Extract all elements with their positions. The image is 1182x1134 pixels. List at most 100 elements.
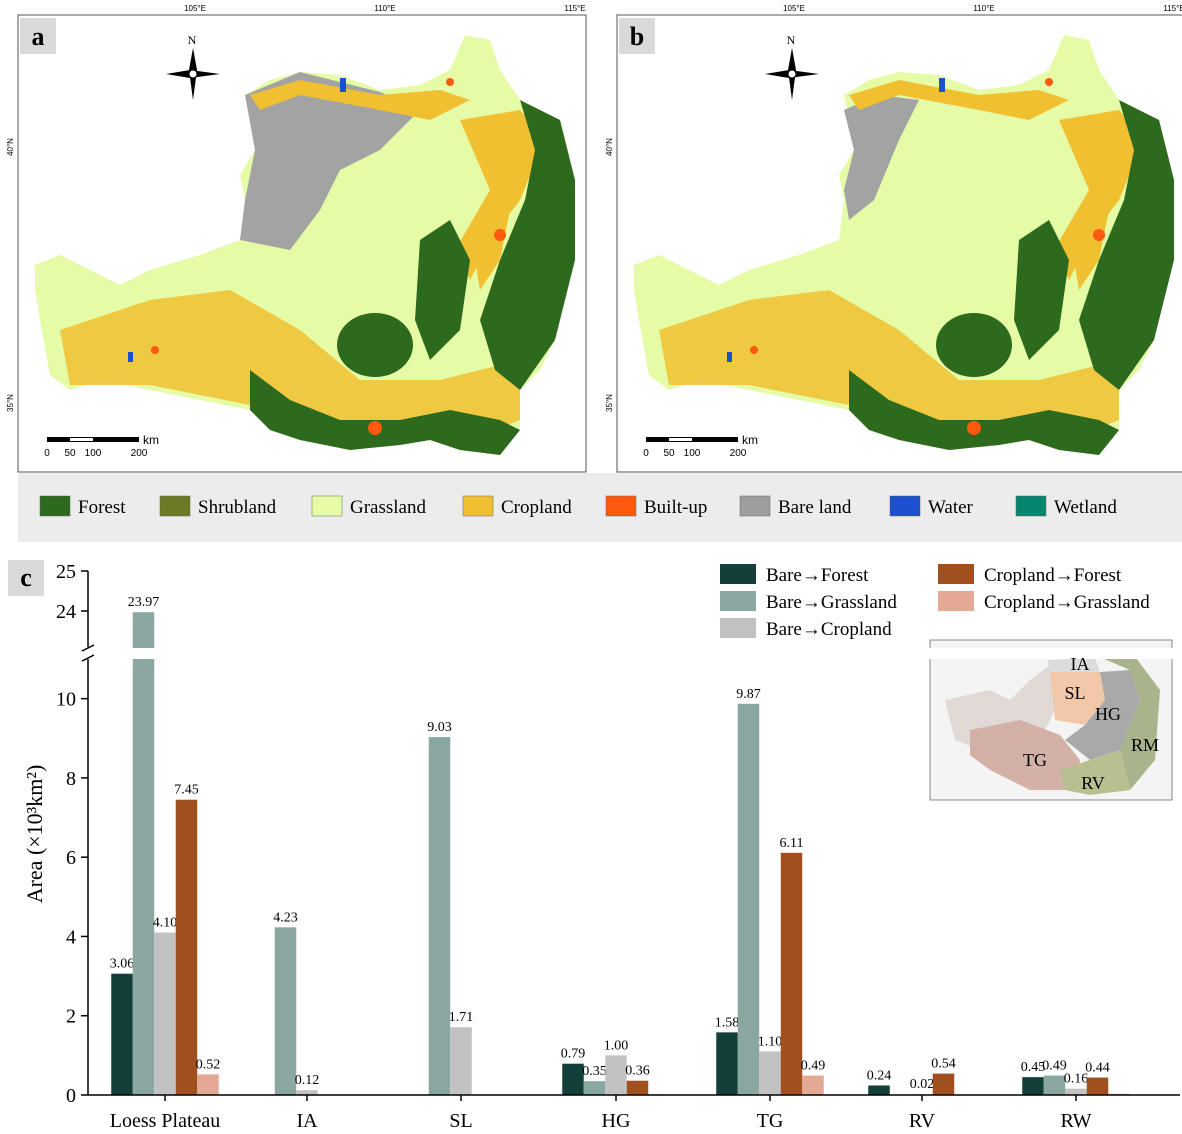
bar xyxy=(1022,1077,1044,1095)
map-panel: aN105°E110°E115°E40°N35°N050100200km xyxy=(6,4,586,472)
legend-swatch xyxy=(160,496,190,516)
legend-swatch xyxy=(938,564,974,584)
bar xyxy=(133,612,155,1095)
legend-swatch xyxy=(1016,496,1046,516)
bar xyxy=(197,1074,219,1095)
bar xyxy=(111,974,133,1095)
scale-label: 50 xyxy=(64,448,76,459)
value-label: 4.23 xyxy=(273,910,298,925)
bar xyxy=(584,1081,606,1095)
value-label: 9.87 xyxy=(736,687,761,702)
legend-background xyxy=(18,473,1182,542)
built-up xyxy=(1093,229,1105,241)
panel-label: c xyxy=(20,563,32,592)
built-up xyxy=(1045,78,1053,86)
built-up xyxy=(368,421,382,435)
legend-label: Forest xyxy=(78,497,126,518)
x-tick-label: Loess Plateau xyxy=(110,1110,221,1132)
latitude-label: 35°N xyxy=(605,394,614,412)
value-label: 0.79 xyxy=(561,1047,586,1062)
scale-unit: km xyxy=(143,433,159,447)
legend-label: Bare→Cropland xyxy=(766,619,892,640)
x-tick-label: TG xyxy=(757,1110,784,1132)
bar xyxy=(429,737,451,1095)
y-tick-label: 6 xyxy=(66,847,76,869)
x-tick-label: SL xyxy=(449,1110,472,1132)
legend-label: Bare→Forest xyxy=(766,565,869,586)
scale-bar xyxy=(47,437,139,442)
legend-swatch xyxy=(463,496,493,516)
value-label: 3.06 xyxy=(110,957,135,972)
bar xyxy=(275,927,297,1095)
y-tick-label: 24 xyxy=(56,601,76,623)
built-up xyxy=(750,346,758,354)
value-label: 1.58 xyxy=(715,1015,740,1030)
x-tick-label: RV xyxy=(909,1110,936,1132)
legend-label: Cropland→Grassland xyxy=(984,592,1150,613)
value-label: 7.45 xyxy=(174,783,199,798)
water xyxy=(727,352,732,362)
legend-swatch xyxy=(890,496,920,516)
built-up xyxy=(967,421,981,435)
latitude-label: 40°N xyxy=(6,138,15,156)
bar xyxy=(868,1085,890,1095)
value-label: 6.11 xyxy=(780,836,804,851)
bar xyxy=(450,1027,472,1095)
legend-swatch xyxy=(720,618,756,638)
north-label: N xyxy=(188,33,197,47)
y-tick-label: 10 xyxy=(56,689,76,711)
value-label: 0.24 xyxy=(867,1068,892,1083)
x-tick-label: HG xyxy=(602,1110,631,1132)
y-tick-label: 4 xyxy=(66,926,76,948)
legend-swatch xyxy=(740,496,770,516)
bar xyxy=(716,1032,738,1095)
water xyxy=(340,78,346,92)
bar xyxy=(154,932,176,1095)
legend-label: Cropland→Forest xyxy=(984,565,1122,586)
bar xyxy=(781,853,803,1095)
panel-label: b xyxy=(630,22,644,51)
inset-label: SL xyxy=(1064,683,1085,703)
value-label: 0.35 xyxy=(582,1064,607,1079)
water xyxy=(939,78,945,92)
inset-map xyxy=(930,640,1172,800)
north-label: N xyxy=(787,33,796,47)
value-label: 0.54 xyxy=(931,1057,956,1072)
bar xyxy=(933,1074,955,1095)
value-label: 4.10 xyxy=(153,915,178,930)
value-label: 1.00 xyxy=(604,1038,629,1053)
bar xyxy=(605,1055,627,1095)
legend-label: Built-up xyxy=(644,497,707,518)
inset-label: HG xyxy=(1095,704,1121,724)
bar xyxy=(1044,1076,1066,1095)
scale-label: 100 xyxy=(684,448,701,459)
value-label: 0.44 xyxy=(1085,1061,1110,1076)
bar xyxy=(759,1051,781,1095)
figure: aN105°E110°E115°E40°N35°N050100200km xyxy=(0,0,1182,1134)
longitude-label: 115°E xyxy=(1163,4,1182,13)
legend-swatch xyxy=(40,496,70,516)
scale-bar xyxy=(646,437,738,442)
built-up xyxy=(446,78,454,86)
legend-label: Shrubland xyxy=(198,497,277,518)
legend-label: Wetland xyxy=(1054,497,1117,518)
inset-label: RM xyxy=(1131,735,1159,755)
inset-label: IA xyxy=(1071,654,1090,674)
built-up xyxy=(494,229,506,241)
forest-area xyxy=(337,313,413,377)
scale-label: 100 xyxy=(85,448,102,459)
y-tick-label: 2 xyxy=(66,1006,76,1028)
bar xyxy=(562,1064,584,1095)
scale-label: 0 xyxy=(643,448,649,459)
legend-swatch xyxy=(938,591,974,611)
value-label: 23.97 xyxy=(128,595,160,610)
longitude-label: 110°E xyxy=(374,4,395,13)
value-label: 0.02 xyxy=(910,1077,935,1092)
axis-break-gap xyxy=(82,648,1180,659)
y-axis-label: Area (×10³km²) xyxy=(22,765,47,904)
bar xyxy=(802,1076,824,1095)
value-label: 0.36 xyxy=(625,1064,650,1079)
inset-label: RV xyxy=(1081,773,1105,793)
scale-unit: km xyxy=(742,433,758,447)
